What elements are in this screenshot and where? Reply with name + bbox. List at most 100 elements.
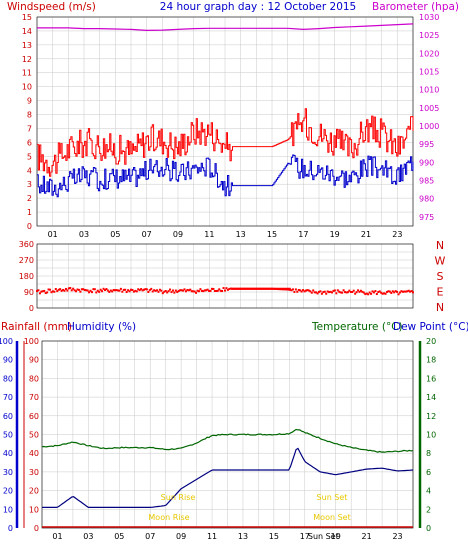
direction-point xyxy=(216,289,219,292)
direction-point xyxy=(222,287,225,290)
chart-title: 24 hour graph day : 12 October 2015 xyxy=(160,1,356,13)
direction-point xyxy=(118,289,121,292)
direction-point xyxy=(370,292,373,295)
windspeed-tick-label: 5 xyxy=(27,152,32,161)
direction-point xyxy=(43,289,46,292)
direction-point xyxy=(138,289,141,292)
direction-point xyxy=(197,290,200,293)
wind-x-tick-label: 13 xyxy=(236,230,246,239)
direction-point xyxy=(163,290,166,293)
direction-point xyxy=(183,288,186,291)
direction-point xyxy=(56,290,59,293)
windspeed-tick-label: 13 xyxy=(22,41,32,50)
direction-point xyxy=(119,287,122,290)
direction-point xyxy=(357,289,360,292)
direction-point xyxy=(381,292,384,295)
wind-x-tick-label: 05 xyxy=(110,230,120,239)
direction-point xyxy=(387,290,390,293)
wind-panel: 0123456789101112131415975980985990995100… xyxy=(22,13,440,239)
dewpoint-series-line xyxy=(42,447,414,508)
direction-point xyxy=(307,289,310,292)
direction-point xyxy=(212,287,215,290)
moonset-label: Moon Set xyxy=(313,513,350,522)
climate-x-tick-label: 23 xyxy=(392,532,402,541)
direction-point xyxy=(377,291,380,294)
direction-point xyxy=(412,291,414,294)
humidity-tick-label: 90 xyxy=(3,356,13,365)
direction-point xyxy=(147,290,150,293)
direction-point xyxy=(160,289,163,292)
climate-x-tick-label: 15 xyxy=(269,532,279,541)
direction-point xyxy=(47,288,50,291)
direction-point xyxy=(291,288,294,291)
direction-point xyxy=(140,288,143,291)
direction-point xyxy=(105,288,108,291)
wind-x-tick-label: 17 xyxy=(298,230,308,239)
direction-point xyxy=(83,288,86,291)
rainfall-tick-label: 90 xyxy=(29,356,39,365)
direction-point xyxy=(306,289,309,292)
direction-point xyxy=(365,292,368,295)
direction-point xyxy=(130,288,132,291)
wind-x-tick-label: 15 xyxy=(267,230,277,239)
direction-point xyxy=(228,287,231,290)
direction-point xyxy=(354,292,357,295)
windspeed-tick-label: 0 xyxy=(27,222,32,231)
direction-point xyxy=(383,292,386,295)
direction-point xyxy=(170,291,173,294)
direction-point xyxy=(187,289,190,292)
direction-point xyxy=(208,290,211,293)
humidity-tick-label: 40 xyxy=(3,449,13,458)
direction-tick-label: 270 xyxy=(19,256,34,265)
direction-point xyxy=(407,289,410,292)
direction-frame xyxy=(36,243,414,309)
wind-x-tick-label: 23 xyxy=(392,230,402,239)
direction-point xyxy=(77,288,80,291)
direction-point xyxy=(121,290,124,293)
direction-point xyxy=(394,290,397,293)
direction-point xyxy=(127,289,130,292)
humidity-tick-label: 50 xyxy=(3,431,13,440)
direction-point xyxy=(180,289,183,292)
humidity-tick-label: 100 xyxy=(0,337,13,346)
direction-point xyxy=(132,290,135,293)
direction-point xyxy=(134,289,137,292)
direction-point xyxy=(326,290,329,293)
direction-point xyxy=(169,288,172,291)
climate-x-tick-label: 03 xyxy=(83,532,93,541)
direction-point xyxy=(218,288,221,291)
temperature-series-line xyxy=(41,428,414,453)
direction-point xyxy=(108,290,111,293)
direction-point xyxy=(221,290,224,293)
direction-point xyxy=(351,291,354,294)
temperature-tick-label: 10 xyxy=(426,431,436,440)
direction-point xyxy=(325,292,328,295)
direction-point xyxy=(154,289,157,292)
rainfall-tick-label: 50 xyxy=(29,431,39,440)
direction-point xyxy=(171,289,174,292)
direction-point xyxy=(82,288,85,291)
direction-point xyxy=(86,289,89,292)
direction-point xyxy=(99,288,102,291)
direction-point xyxy=(206,288,209,291)
temperature-tick-label: 8 xyxy=(426,449,431,458)
direction-point xyxy=(92,288,95,291)
direction-point xyxy=(374,290,377,293)
windspeed-tick-label: 2 xyxy=(27,194,32,203)
direction-point xyxy=(361,290,364,293)
direction-point xyxy=(90,291,93,294)
direction-point xyxy=(79,290,82,293)
barometer-tick-label: 985 xyxy=(419,177,434,186)
wind-x-tick-label: 19 xyxy=(330,230,340,239)
direction-point xyxy=(40,290,43,293)
direction-point xyxy=(51,290,54,293)
direction-point xyxy=(380,291,383,294)
direction-point xyxy=(177,289,180,292)
humidity-tick-label: 0 xyxy=(8,524,13,533)
direction-point xyxy=(199,288,202,291)
direction-point xyxy=(362,291,365,294)
barometer-tick-label: 1020 xyxy=(419,49,439,58)
temperature-tick-label: 16 xyxy=(426,374,436,383)
direction-point xyxy=(141,289,144,292)
temperature-tick-label: 4 xyxy=(426,487,431,496)
